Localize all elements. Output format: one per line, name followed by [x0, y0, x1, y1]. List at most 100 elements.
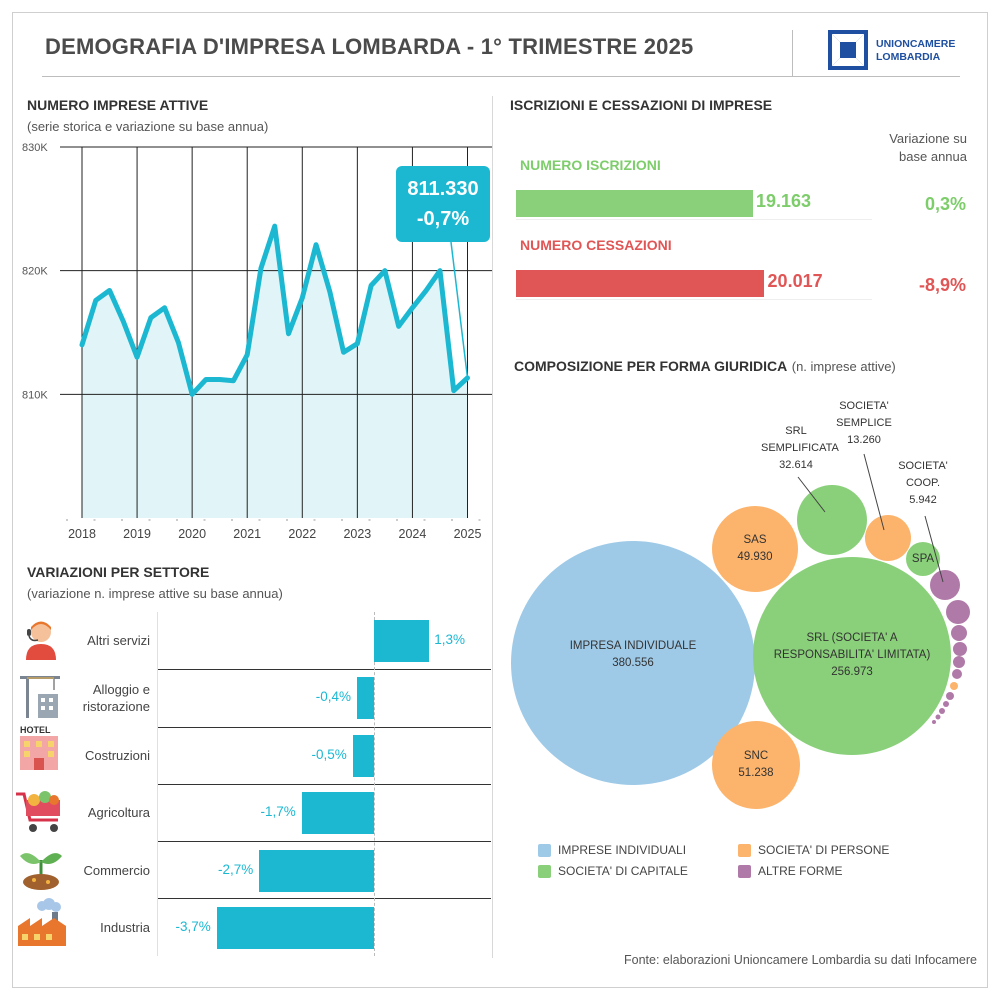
- bubble-minor-form: [946, 600, 970, 624]
- row-divider: [157, 669, 491, 670]
- hotel-icon: HOTEL: [20, 725, 58, 770]
- bubble-srl-semplificata: [797, 485, 867, 555]
- x-tick-label: 2020: [178, 527, 206, 541]
- bubble-label-srl: SRL (SOCIETA' A RESPONSABILITA' LIMITATA…: [762, 630, 942, 681]
- bubble-label-sas: SAS 49.930: [715, 532, 795, 566]
- bubble-minor-form: [952, 669, 962, 679]
- cessazioni-bar: [516, 270, 764, 297]
- bubble-chart: [511, 453, 970, 809]
- bubble-value: 13.260: [847, 434, 881, 446]
- bubble-minor-form: [953, 642, 967, 656]
- row-divider: [157, 898, 491, 899]
- bubble-label-impresa-individuale: IMPRESA INDIVIDUALE 380.556: [513, 638, 753, 672]
- legend-item: IMPRESE INDIVIDUALI: [538, 843, 738, 857]
- row-divider: [157, 727, 491, 728]
- legend-label: ALTRE FORME: [758, 864, 843, 878]
- leader-societa-coop: [924, 515, 944, 583]
- iscrizioni-track: [516, 219, 872, 220]
- sector-bar: [357, 677, 374, 720]
- bubble-legend: IMPRESE INDIVIDUALI SOCIETA' DI PERSONE …: [538, 843, 958, 878]
- bubble-societa-semplice: [865, 515, 911, 561]
- logo-text: UNIONCAMERE LOMBARDIA: [876, 38, 955, 64]
- bubble-minor-form: [950, 682, 958, 690]
- sector-chart-subtitle: (variazione n. imprese attive su base an…: [27, 586, 283, 601]
- legend-item: ALTRE FORME: [738, 864, 938, 878]
- bubble-value: 5.942: [909, 494, 937, 506]
- title-rule: [42, 76, 960, 77]
- bubble-spa: [906, 542, 940, 576]
- var-header: Variazione su base annua: [860, 130, 967, 166]
- bubble-value: 256.973: [831, 666, 873, 678]
- legend-label: SOCIETA' DI PERSONE: [758, 843, 890, 857]
- sector-value-label: -0,4%: [315, 689, 351, 705]
- logo-line-2: LOMBARDIA: [876, 51, 941, 63]
- line-chart-title: NUMERO IMPRESE ATTIVE: [27, 97, 209, 113]
- bubble-srl: [753, 557, 951, 755]
- legend-label: IMPRESE INDIVIDUALI: [558, 843, 687, 857]
- sector-bar: [374, 619, 430, 662]
- callout-leader: [450, 241, 469, 378]
- sector-chart-title: VARIAZIONI PER SETTORE: [27, 564, 210, 580]
- sector-value-label: -2,7%: [217, 861, 254, 877]
- line-chart: 830K 820K 810K 2018 2019 2020 2021 2022 2023 2024…: [22, 142, 492, 541]
- logo-line-1: UNIONCAMERE: [876, 38, 956, 50]
- bubble-minor-form: [939, 708, 945, 714]
- line-chart-subtitle: (serie storica e variazione su base annu…: [27, 119, 269, 134]
- bubble-name: SRL SEMPLIFICATA: [761, 425, 839, 454]
- var-header-line-1: Variazione su: [889, 131, 967, 146]
- sector-category-label: Alloggio e ristorazione: [82, 682, 150, 715]
- bubble-label-societa-semplice: SOCIETA' SEMPLICE 13.260: [824, 398, 904, 449]
- bubble-minor-form: [935, 714, 941, 720]
- factory-industry-icon: [18, 898, 66, 946]
- sector-bar: [352, 734, 374, 777]
- column-divider: [492, 96, 493, 958]
- bubble-label-srl-semplificata: SRL SEMPLIFICATA 32.614: [746, 423, 846, 474]
- source-note: Fonte: elaborazioni Unioncamere Lombardi…: [624, 953, 977, 967]
- sector-category-label: Costruzioni: [84, 747, 150, 763]
- x-tick-label: 2022: [288, 527, 316, 541]
- sector-bar: [259, 849, 374, 892]
- bubble-title-row: COMPOSIZIONE PER FORMA GIURIDICA (n. imp…: [514, 358, 896, 376]
- bubble-minor-form: [946, 692, 954, 700]
- sector-value-label: 1,3%: [434, 631, 466, 647]
- bubble-sas: [712, 506, 798, 592]
- iscr-section-title: ISCRIZIONI E CESSAZIONI DI IMPRESE: [510, 97, 773, 113]
- sector-bar: [216, 907, 374, 950]
- y-tick-label: 830K: [22, 142, 48, 154]
- series-line: [79, 223, 470, 397]
- row-divider: [157, 784, 491, 785]
- leader-srl-semplificata: [797, 476, 826, 513]
- sector-category-label: Industria: [100, 920, 150, 936]
- bubble-label-snc: SNC 51.238: [716, 748, 796, 782]
- page-title: DEMOGRAFIA D'IMPRESA LOMBARDA - 1° TRIME…: [45, 34, 694, 59]
- legend-item: SOCIETA' DI PERSONE: [738, 843, 938, 857]
- bubble-name: SOCIETA' SEMPLICE: [836, 400, 892, 429]
- bubble-minor-form: [953, 656, 965, 668]
- bubble-label-societa-coop: SOCIETA' COOP. 5.942: [888, 458, 958, 509]
- iscrizioni-bar: [516, 190, 753, 217]
- sector-category-label: Altri servizi: [87, 632, 150, 648]
- crane-construction-icon: [20, 676, 60, 718]
- bubble-name: SOCIETA' COOP.: [898, 460, 948, 489]
- iscrizioni-change: 0,3%: [924, 194, 966, 214]
- bubble-snc: [712, 721, 800, 809]
- sector-category-label: Commercio: [83, 862, 150, 878]
- callout-value: 811.330: [407, 178, 479, 200]
- bubble-label-spa: SPA: [911, 553, 935, 565]
- service-operator-icon: [26, 621, 56, 660]
- y-tick-label: 820K: [22, 266, 48, 278]
- bubble-societa-coop: [930, 570, 960, 600]
- cessazioni-label: NUMERO CESSAZIONI: [520, 237, 672, 253]
- sprout-agriculture-icon: [20, 853, 62, 890]
- svg-text:HOTEL: HOTEL: [20, 725, 51, 735]
- sector-chart: 1,3% Altri servizi -0,4% Alloggio e ristora…: [0, 600, 495, 960]
- x-tick-label: 2018: [68, 527, 96, 541]
- row-divider: [157, 841, 491, 842]
- bubble-value: 49.930: [737, 551, 773, 563]
- title-separator: [792, 30, 793, 76]
- iscrizioni-label: NUMERO ISCRIZIONI: [520, 157, 661, 173]
- x-tick-label: 2021: [233, 527, 261, 541]
- legend-label: SOCIETA' DI CAPITALE: [558, 864, 688, 878]
- legend-swatch: [738, 843, 751, 857]
- sector-value-label: -0,5%: [311, 746, 347, 762]
